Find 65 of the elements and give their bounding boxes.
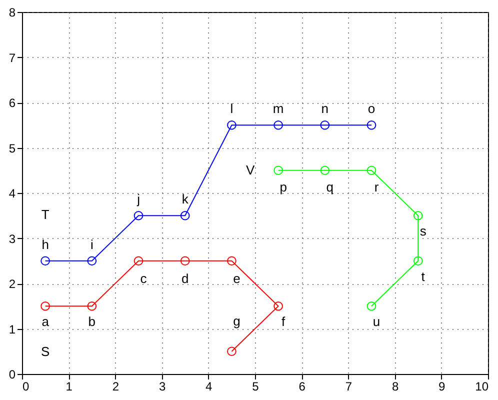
annotation: l <box>230 101 234 116</box>
point <box>180 210 190 220</box>
annotation: s <box>420 224 427 239</box>
x-tick-label: 8 <box>392 380 399 394</box>
point <box>274 166 283 176</box>
text: T <box>41 206 50 222</box>
y-tick-label: 4 <box>8 186 16 200</box>
annotation: j <box>136 192 140 207</box>
point <box>274 301 283 311</box>
y-tick-label: 7 <box>8 50 16 65</box>
point <box>366 166 376 176</box>
x-tick-label: 2 <box>112 380 120 394</box>
annotation: f <box>281 314 286 330</box>
series-label: V <box>246 162 255 178</box>
annotation: e <box>233 270 240 286</box>
annotation: o <box>368 101 376 116</box>
annotation: a <box>42 314 50 330</box>
x-tick-label: 4 <box>206 380 213 394</box>
annotation: d <box>181 270 189 286</box>
annotation: h <box>42 236 49 252</box>
y-tick-label: 6 <box>8 96 16 110</box>
x-tick-label: 1 <box>66 380 73 394</box>
x-tick-label: 0 <box>22 380 30 394</box>
y-tick-label: 1 <box>8 322 16 336</box>
annotation: u <box>372 314 380 330</box>
point <box>134 210 144 220</box>
annotation: b <box>88 314 96 330</box>
point <box>87 256 97 266</box>
point <box>227 346 236 356</box>
annotation: n <box>321 101 329 116</box>
x-tick-label: 6 <box>298 380 306 394</box>
y-tick-label: 2 <box>8 277 16 291</box>
point <box>134 256 144 266</box>
point <box>40 301 50 311</box>
annotation: g <box>233 313 240 328</box>
annotation: r <box>374 179 380 194</box>
point <box>227 120 236 130</box>
point <box>366 301 376 311</box>
x-tick-label: 5 <box>252 380 260 394</box>
x-tick-label: 10 <box>475 380 489 394</box>
point <box>320 166 330 176</box>
y-tick-label: 8 <box>8 6 16 20</box>
annotation: p <box>280 179 287 194</box>
x-tick-label: 3 <box>158 380 166 394</box>
x-tick-label: 7 <box>345 380 352 394</box>
annotation: k <box>182 192 189 207</box>
point <box>87 301 97 311</box>
point <box>180 256 190 266</box>
point <box>320 120 330 130</box>
point <box>274 120 283 130</box>
point <box>40 256 50 266</box>
y-tick-label: 3 <box>8 232 16 246</box>
y-tick-label: 0 <box>8 368 16 382</box>
annotation: c <box>140 270 148 286</box>
annotation: m <box>272 101 284 116</box>
point <box>413 210 423 220</box>
annotation: i <box>90 236 94 252</box>
y-tick-label: 5 <box>8 141 16 156</box>
x-tick-label: 9 <box>438 380 446 394</box>
annotation: q <box>326 179 334 194</box>
point <box>413 256 423 266</box>
point <box>366 120 376 130</box>
annotation: t <box>421 268 426 284</box>
text: S <box>40 344 50 360</box>
point <box>227 256 236 266</box>
